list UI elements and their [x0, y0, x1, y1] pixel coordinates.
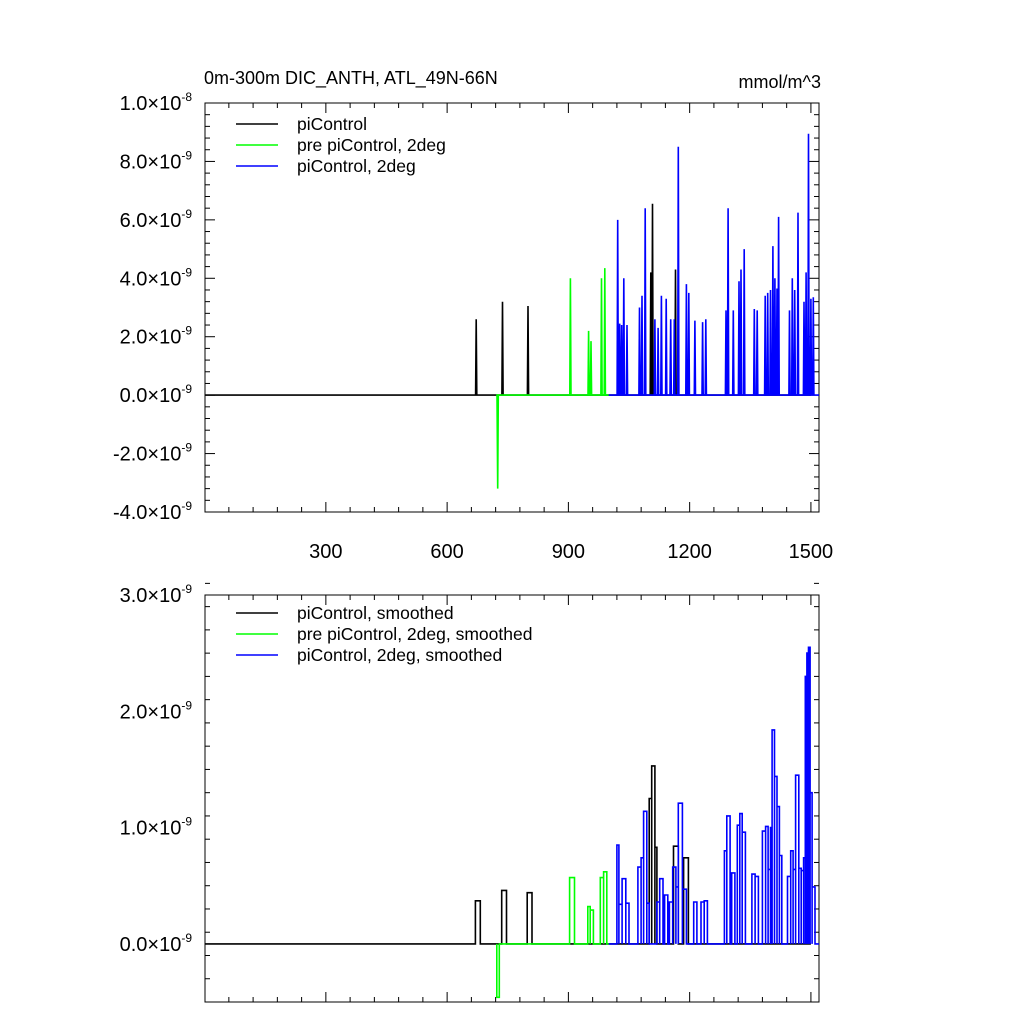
units-label: mmol/m^3 [739, 72, 821, 92]
series-line [608, 646, 819, 945]
top-panel: 300 600 900 1200 1500 -4.0×10-9 -2.0×10-9 0.0×1… [113, 90, 833, 563]
y-tick-label: -2.0×10-9 [113, 441, 192, 466]
y-tick-label: 3.0×10-9 [120, 582, 193, 607]
legend-label: pre piControl, 2deg [297, 135, 446, 155]
series-line [496, 871, 609, 999]
chart-title: 0m-300m DIC_ANTH, ATL_49N-66N [204, 68, 498, 89]
y-tick-label: 4.0×10-9 [120, 265, 193, 290]
y-tick-label: 2.0×10-9 [120, 324, 193, 349]
y-tick-label: 6.0×10-9 [120, 207, 193, 232]
x-tick-label: 900 [552, 541, 585, 563]
legend-label: piControl, 2deg [297, 156, 416, 176]
series-line [496, 268, 609, 489]
series-line [608, 133, 819, 396]
plot-frame [204, 594, 820, 1003]
x-tick-label: 1500 [789, 541, 834, 563]
legend-label: pre piControl, 2deg, smoothed [297, 624, 532, 644]
y-tick-label: 2.0×10-9 [120, 698, 193, 723]
x-tick-label: 300 [309, 541, 342, 563]
y-tick-label: 1.0×10-9 [120, 815, 193, 840]
legend-label: piControl [297, 114, 367, 134]
x-tick-label: 1200 [667, 541, 712, 563]
plot-frame [204, 102, 820, 513]
legend-label: piControl, smoothed [297, 603, 454, 623]
bottom-panel: 0.0×10-9 1.0×10-9 2.0×10-9 3.0×10-9 piContro… [120, 582, 820, 1003]
y-tick-label: 1.0×10-8 [120, 90, 193, 115]
legend-label: piControl, 2deg, smoothed [297, 645, 502, 665]
x-tick-label: 600 [430, 541, 463, 563]
y-tick-label: 8.0×10-9 [120, 148, 193, 173]
y-tick-label: 0.0×10-9 [120, 931, 193, 956]
y-tick-label: 0.0×10-9 [120, 382, 193, 407]
y-tick-label: -4.0×10-9 [113, 499, 192, 524]
